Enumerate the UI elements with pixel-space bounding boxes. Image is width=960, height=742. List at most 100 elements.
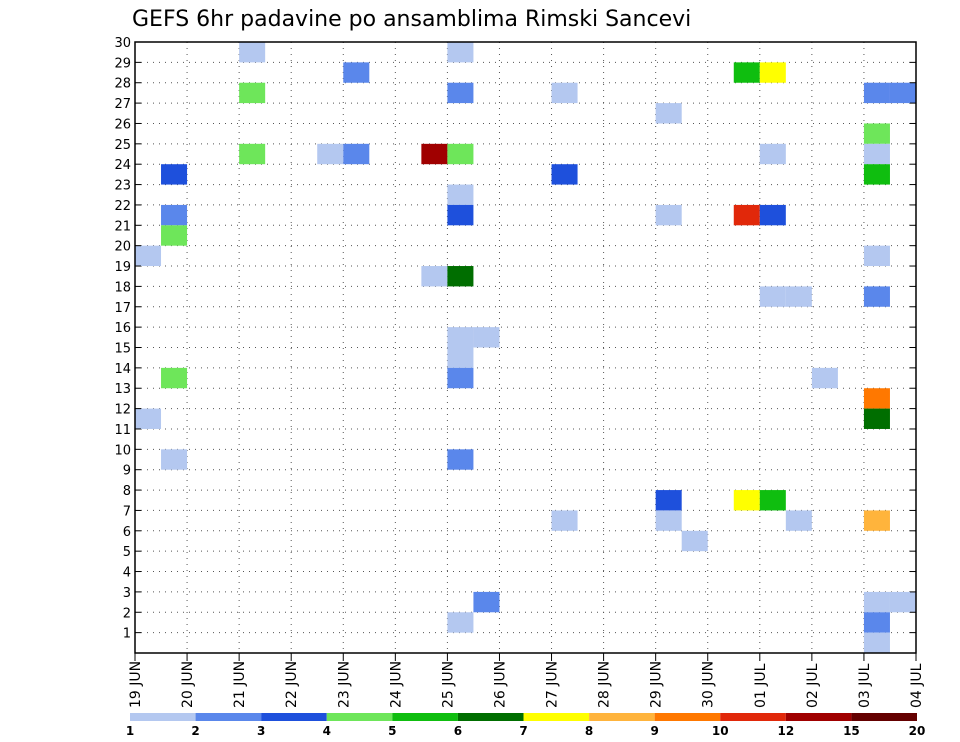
- precip-cell: [135, 408, 162, 429]
- precip-cell: [733, 62, 760, 83]
- y-tick-label: 16: [114, 321, 131, 336]
- precip-cell: [473, 327, 500, 348]
- precip-cell: [551, 510, 578, 531]
- precip-cell: [759, 204, 786, 226]
- precip-cell: [447, 327, 474, 348]
- legend-label: 6: [454, 724, 462, 738]
- legend-label: 1: [126, 724, 134, 738]
- precip-cell: [863, 632, 890, 653]
- precip-cell: [759, 143, 786, 165]
- legend-swatch: [720, 713, 786, 721]
- x-tick-label: 04 JUL: [909, 663, 925, 708]
- precip-cell: [447, 347, 474, 368]
- legend-label: 4: [323, 724, 331, 738]
- y-tick-label: 6: [123, 525, 131, 540]
- precip-cell: [733, 204, 760, 226]
- precip-cell: [343, 62, 370, 83]
- precip-cell: [863, 143, 890, 165]
- precip-cell: [863, 388, 890, 409]
- precip-cell: [863, 164, 890, 185]
- precip-cell: [863, 286, 890, 307]
- precip-cell: [135, 245, 162, 267]
- precip-cell: [655, 204, 682, 226]
- precip-cell: [759, 286, 786, 307]
- y-tick-label: 10: [114, 443, 131, 458]
- precip-cell: [161, 164, 188, 185]
- y-tick-label: 17: [114, 301, 131, 316]
- y-tick-label: 18: [114, 280, 131, 295]
- chart-title: GEFS 6hr padavine po ansamblima Rimski S…: [132, 7, 691, 32]
- y-tick-label: 22: [114, 199, 131, 214]
- y-tick-label: 1: [123, 627, 131, 642]
- precip-cell: [863, 510, 890, 531]
- precip-cell: [863, 82, 890, 104]
- precip-cell: [239, 143, 266, 165]
- x-tick-label: 01 JUL: [753, 663, 769, 708]
- precip-cell: [447, 42, 474, 63]
- x-tick-label: 23 JUN: [336, 661, 352, 708]
- precip-cell: [239, 82, 266, 104]
- x-axis-ticks: 19 JUN 20 JUN 21 JUN 22 JUN 23 JUN 24 JUN 25 J…: [128, 653, 925, 708]
- precip-cell: [655, 490, 682, 511]
- legend-swatch: [851, 713, 917, 721]
- precip-cell: [447, 143, 474, 165]
- precip-cell: [811, 367, 838, 389]
- precip-cell: [421, 266, 448, 287]
- x-tick-label: 21 JUN: [232, 661, 248, 708]
- legend-swatch: [261, 713, 327, 721]
- y-tick-label: 12: [114, 403, 131, 418]
- precip-cell: [889, 82, 916, 104]
- precip-cell: [889, 591, 916, 613]
- y-tick-label: 8: [123, 484, 131, 499]
- precip-cell: [161, 449, 188, 470]
- precip-cell: [551, 164, 578, 185]
- legend-swatch: [130, 713, 196, 721]
- legend-label: 7: [519, 724, 527, 738]
- x-tick-label: 28 JUN: [597, 661, 613, 708]
- y-tick-label: 3: [123, 586, 131, 601]
- precip-cell: [343, 143, 370, 165]
- precip-cell: [447, 266, 474, 287]
- y-tick-label: 30: [114, 36, 131, 51]
- precip-cell: [447, 612, 474, 633]
- legend-label: 9: [650, 724, 658, 738]
- precip-cell: [863, 591, 890, 613]
- legend-swatch: [785, 713, 852, 721]
- y-tick-label: 24: [114, 158, 131, 173]
- precip-cell: [863, 123, 890, 144]
- x-tick-label: 30 JUN: [701, 661, 717, 708]
- x-tick-label: 20 JUN: [180, 661, 196, 708]
- y-tick-label: 5: [123, 545, 131, 560]
- color-legend: 1 2 3 4 5 6 7 8 9 10 12 15 20: [126, 713, 926, 738]
- y-tick-label: 11: [114, 423, 131, 438]
- precip-cell: [655, 510, 682, 531]
- legend-swatch: [195, 713, 262, 721]
- legend-label: 10: [712, 724, 729, 738]
- y-tick-label: 25: [114, 138, 131, 153]
- legend-label: 5: [388, 724, 396, 738]
- precip-cell: [759, 490, 786, 511]
- y-tick-label: 9: [123, 464, 131, 479]
- y-tick-label: 13: [114, 382, 131, 397]
- precip-cell: [681, 530, 708, 552]
- precip-cell: [863, 612, 890, 633]
- legend-swatch: [654, 713, 721, 721]
- precip-cell: [785, 510, 812, 531]
- heatmap-cells: [135, 42, 916, 653]
- legend-label: 8: [585, 724, 593, 738]
- legend-label: 12: [777, 724, 794, 738]
- precip-cell: [239, 42, 266, 63]
- legend-swatch: [523, 713, 590, 721]
- y-tick-label: 2: [123, 606, 131, 621]
- x-tick-label: 02 JUL: [805, 663, 821, 708]
- y-tick-label: 27: [114, 97, 131, 112]
- legend-swatch: [392, 713, 458, 721]
- legend-label: 20: [909, 724, 926, 738]
- legend-swatch: [589, 713, 655, 721]
- precip-cell: [655, 103, 682, 124]
- x-tick-label: 22 JUN: [284, 661, 300, 708]
- precip-cell: [733, 490, 760, 511]
- precip-cell: [447, 367, 474, 389]
- precip-cell: [551, 82, 578, 104]
